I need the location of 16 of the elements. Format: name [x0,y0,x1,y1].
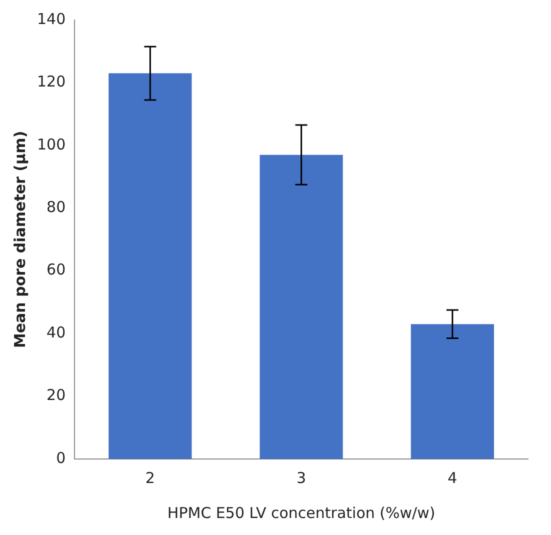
bar [108,73,192,459]
y-tick-label: 0 [56,448,66,467]
y-tick-label: 120 [36,72,66,91]
y-axis-title: Mean pore diameter (µm) [10,130,29,348]
x-tick-label: 2 [145,468,155,487]
x-tick-label: 3 [296,468,306,487]
x-axis-title: HPMC E50 LV concentration (%w/w) [167,504,436,522]
y-tick-label: 20 [46,386,66,404]
y-tick-label: 140 [36,10,66,28]
bar [260,154,343,459]
y-tick-label: 40 [46,323,66,342]
y-tick-label: 80 [46,198,66,216]
y-tick-label: 100 [36,135,66,154]
x-tick-label: 4 [448,468,458,487]
y-tick-label: 60 [46,260,66,279]
bar [410,324,494,459]
